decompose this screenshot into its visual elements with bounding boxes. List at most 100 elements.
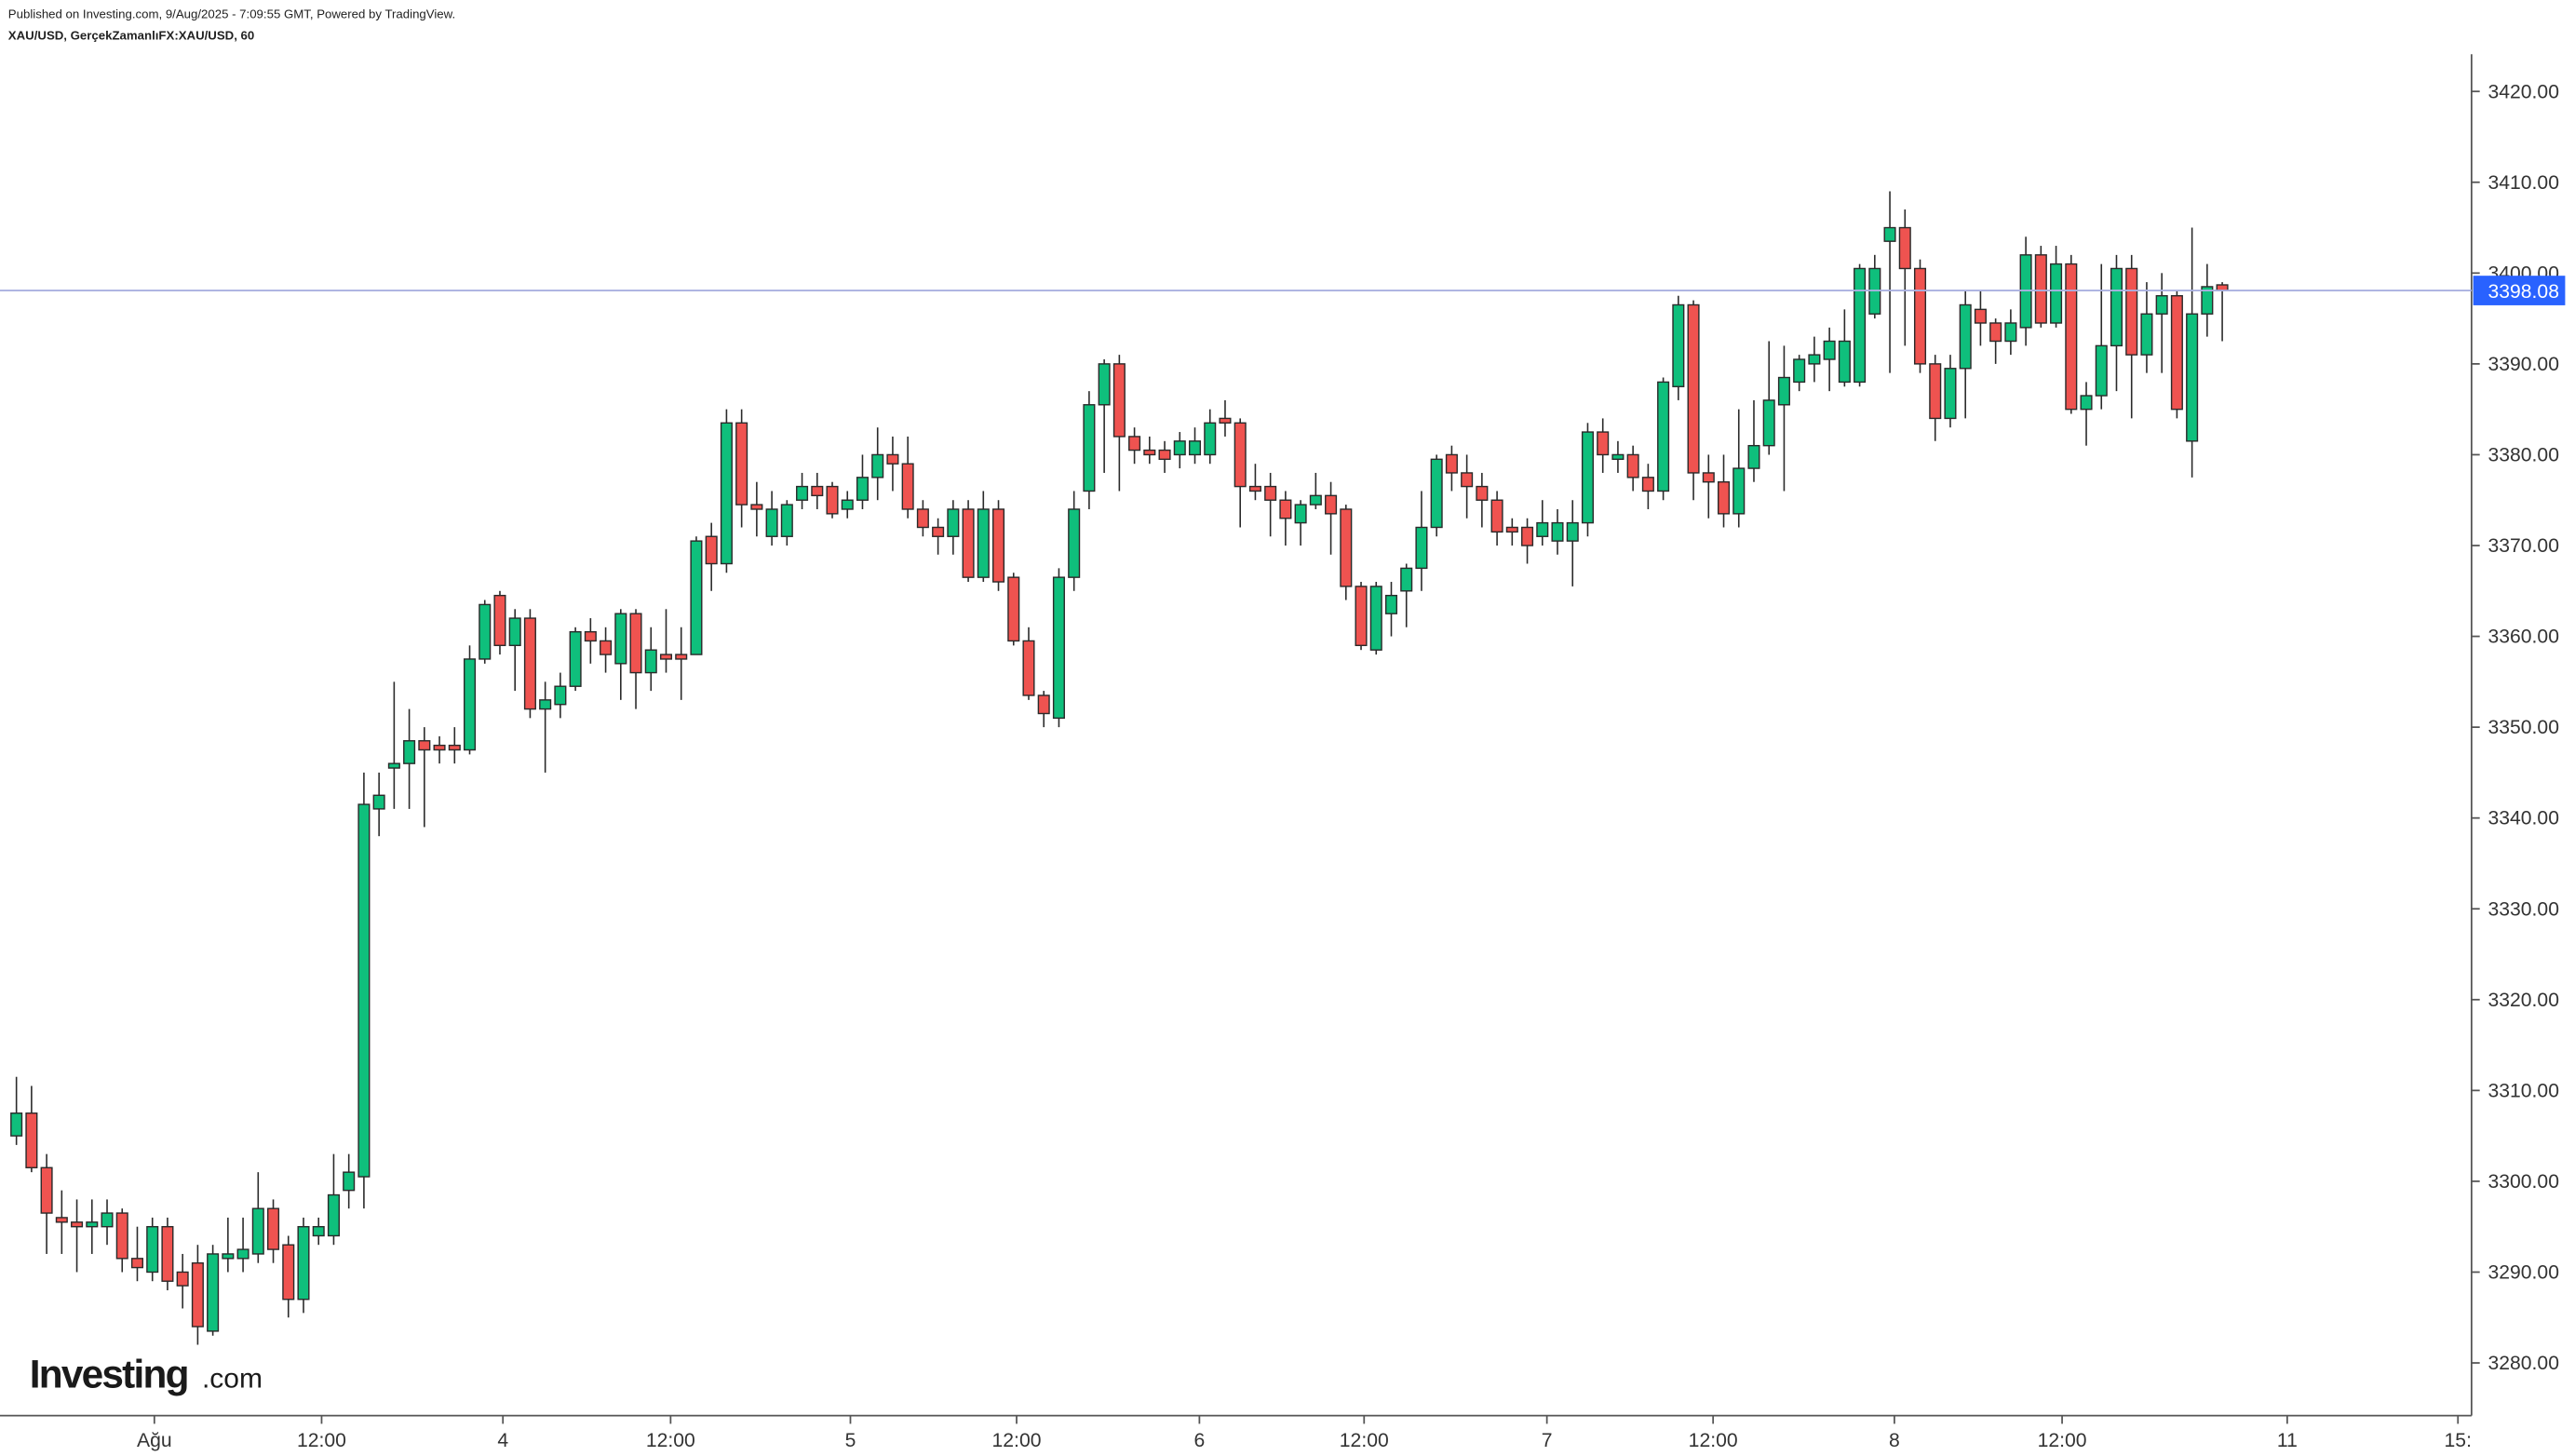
candle-body <box>1052 576 1065 720</box>
candle-body <box>705 535 718 565</box>
candle-body <box>1717 481 1731 515</box>
candle-body <box>1929 363 1942 420</box>
candle-body <box>2216 284 2229 291</box>
candle-body <box>448 744 461 751</box>
candle-body <box>871 453 884 479</box>
candle-body <box>191 1262 204 1328</box>
last-price-box <box>2473 276 2566 305</box>
candle-body <box>614 613 627 665</box>
candle-body <box>115 1212 128 1260</box>
candle-body <box>932 526 945 537</box>
candle-body <box>856 477 869 501</box>
candle-body <box>2186 313 2199 442</box>
candle-body <box>1325 494 1338 515</box>
candle-body <box>1536 521 1549 537</box>
candle-body <box>1566 521 1579 542</box>
header: Published on Investing.com, 9/Aug/2025 -… <box>8 7 455 20</box>
candle-body <box>251 1207 264 1255</box>
candle-body <box>1188 440 1202 456</box>
candle-body <box>584 630 597 642</box>
candle-body <box>1823 340 1836 360</box>
candle-body <box>841 499 854 510</box>
candle-body <box>523 617 536 710</box>
candle-body <box>1248 485 1261 492</box>
candle-body <box>1173 440 1186 456</box>
y-tick-label: 3330.00 <box>2488 898 2559 920</box>
candle-body <box>675 654 688 660</box>
candle-body <box>554 685 567 706</box>
candle-body <box>433 744 446 751</box>
candle-body <box>101 1212 114 1228</box>
y-tick-label: 3420.00 <box>2488 81 2559 102</box>
candle-body <box>2095 344 2108 397</box>
candle-body <box>1702 472 1715 483</box>
candle-body <box>1854 267 1867 384</box>
x-tick-label: 12:00 <box>992 1430 1042 1451</box>
candle-body <box>1672 303 1685 387</box>
y-tick-label: 3350.00 <box>2488 717 2559 738</box>
candle-body <box>146 1225 159 1274</box>
candle-body <box>161 1225 174 1282</box>
candle-body <box>267 1207 280 1250</box>
candle-body <box>977 508 990 578</box>
candle-body <box>539 699 552 710</box>
candle-body <box>644 649 657 674</box>
x-tick-label: 4 <box>497 1430 508 1451</box>
candle-body <box>765 508 778 537</box>
candle-body <box>569 630 582 687</box>
candle-body <box>1340 508 1353 587</box>
x-tick-label: 12:00 <box>297 1430 346 1451</box>
candle-body <box>403 740 416 764</box>
candle-body <box>1400 567 1413 592</box>
candle-body <box>1098 363 1111 406</box>
candle-body <box>2065 263 2078 411</box>
candle-body <box>916 508 929 529</box>
candle-body <box>1083 404 1096 492</box>
candle-body <box>297 1225 310 1301</box>
candle-body <box>176 1271 189 1287</box>
candle-body <box>1112 363 1126 438</box>
candle-body <box>222 1253 235 1260</box>
y-tick-label: 3360.00 <box>2488 627 2559 648</box>
candle-body <box>1143 449 1156 456</box>
candle-body <box>1294 504 1307 524</box>
candle-body <box>2004 322 2017 343</box>
candle-body <box>327 1193 340 1237</box>
candle-body <box>1626 453 1639 479</box>
y-tick-label: 3390.00 <box>2488 354 2559 375</box>
candle-body <box>1732 467 1746 515</box>
candle-body <box>962 508 975 578</box>
candle-body <box>750 504 763 510</box>
candle-body <box>372 794 385 810</box>
candle-body <box>1641 477 1654 492</box>
candle-body <box>1445 453 1458 474</box>
candle-body <box>1808 354 1821 365</box>
candle-body <box>1128 436 1141 452</box>
chart-title: XAU/USD, GerçekZamanlıFX:XAU/USD, 60 <box>8 28 254 42</box>
candle-body <box>343 1171 356 1192</box>
candle-body <box>479 603 492 660</box>
candle-body <box>1898 226 1911 270</box>
candle-body <box>2155 295 2168 315</box>
candle-body <box>1959 303 1972 370</box>
candle-body <box>1687 303 1700 474</box>
candle-body <box>1007 576 1020 642</box>
y-tick-label: 3370.00 <box>2488 535 2559 557</box>
y-tick-label: 3280.00 <box>2488 1353 2559 1374</box>
candle-body <box>71 1221 84 1228</box>
x-tick-label: 15: <box>2445 1430 2472 1451</box>
candle-body <box>1037 694 1050 715</box>
x-tick-label: 11 <box>2277 1430 2298 1451</box>
candle-body <box>1279 499 1292 519</box>
x-tick-label: 12:00 <box>1689 1430 1738 1451</box>
y-tick-label: 3380.00 <box>2488 444 2559 465</box>
last-price-label: 3398.08 <box>2488 281 2559 303</box>
candle-body <box>40 1166 53 1214</box>
candle-body <box>1490 499 1503 533</box>
candle-body <box>2140 313 2153 356</box>
candle-body <box>1369 586 1382 651</box>
candle-body <box>1777 376 1790 406</box>
candle-body <box>1068 508 1081 578</box>
candle-body <box>1551 521 1564 542</box>
